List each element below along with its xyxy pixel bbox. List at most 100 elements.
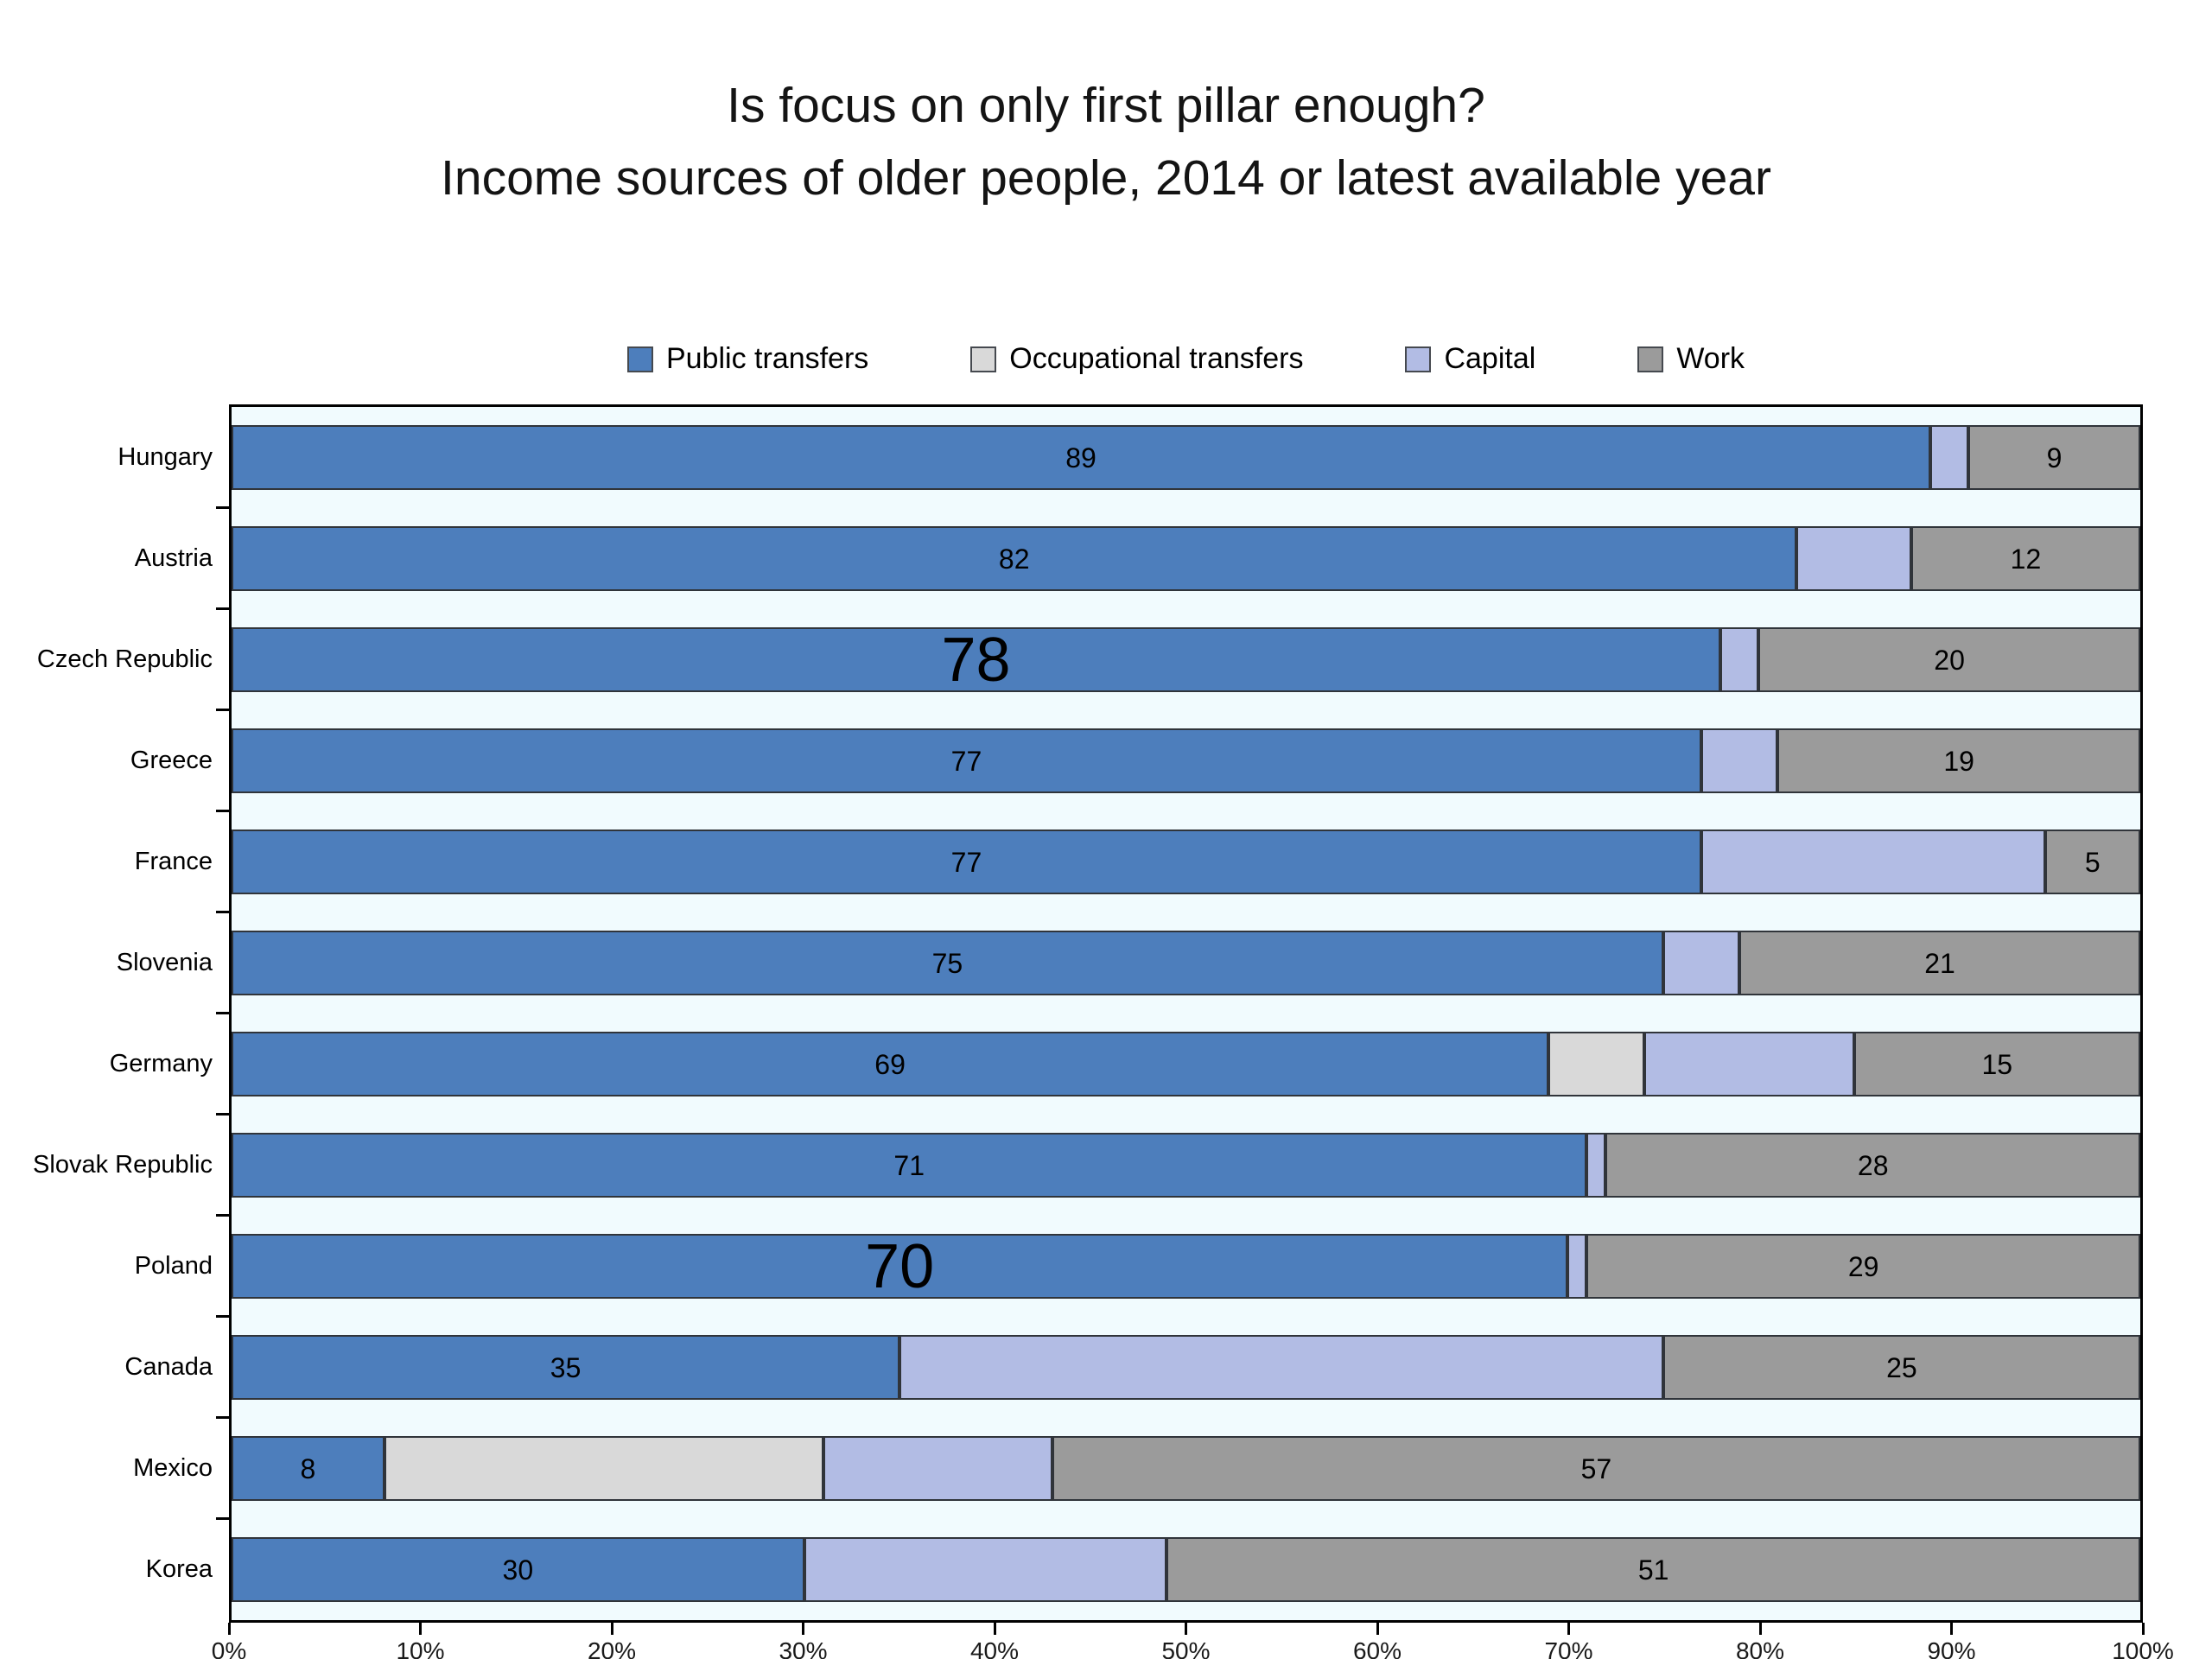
- category-tick: [216, 1517, 229, 1520]
- segment-public: 71: [232, 1133, 1587, 1198]
- category-tick: [216, 810, 229, 812]
- segment-public: 89: [232, 425, 1930, 490]
- category-label: Czech Republic: [36, 645, 213, 673]
- x-tick: [993, 1623, 996, 1635]
- segment-capital: [1700, 830, 2045, 894]
- chart-row: Czech Republic 78 20: [37, 609, 2140, 710]
- stacked-bar: 77 5: [232, 830, 2140, 894]
- chart-row: Korea 30 51: [146, 1519, 2140, 1620]
- segment-capital: [1720, 627, 1759, 692]
- value-label-public: 82: [998, 543, 1030, 575]
- plot-area: Hungary 89 9 Austria 82 12 Czech Republic 78 20 G…: [33, 404, 2143, 1623]
- segment-public: 77: [232, 728, 1701, 793]
- value-label-public: 35: [550, 1351, 582, 1383]
- legend-label-work: Work: [1676, 342, 1745, 375]
- x-tick-label: 40%: [969, 1637, 1020, 1659]
- value-label-work: 29: [1847, 1250, 1879, 1282]
- segment-public: 35: [232, 1335, 900, 1400]
- value-label-public: 70: [865, 1231, 935, 1301]
- chart-row: Slovenia 75 21: [117, 912, 2140, 1014]
- value-label-public: 78: [941, 625, 1011, 695]
- segment-capital: [1567, 1234, 1587, 1299]
- segment-work: 19: [1777, 728, 2140, 793]
- segment-occupational: [1548, 1032, 1644, 1096]
- segment-capital: [1700, 728, 1778, 793]
- segment-work: 5: [2044, 830, 2140, 894]
- category-label: Greece: [130, 747, 213, 774]
- category-label: Korea: [145, 1555, 213, 1583]
- legend-marker-occupational-icon: [970, 346, 997, 372]
- x-tick-label: 100%: [2112, 1637, 2174, 1659]
- category-label: Canada: [124, 1353, 213, 1381]
- x-tick: [2141, 1623, 2145, 1635]
- chart-row: Greece 77 19: [130, 710, 2140, 811]
- segment-work: 12: [1910, 526, 2140, 591]
- x-tick-label: 30%: [779, 1637, 828, 1659]
- x-tick: [1950, 1623, 1953, 1635]
- stacked-bar: 75 21: [232, 931, 2140, 995]
- x-tick-label: 20%: [587, 1637, 637, 1659]
- x-tick: [802, 1623, 804, 1635]
- segment-public: 77: [232, 830, 1701, 894]
- chart-row: Slovak Republic 71 28: [33, 1115, 2140, 1216]
- legend-marker-capital-icon: [1405, 346, 1432, 372]
- segment-public: 8: [232, 1436, 385, 1501]
- x-tick-label: 90%: [1927, 1637, 1976, 1659]
- chart-title: Is focus on only first pillar enough? In…: [0, 69, 2212, 215]
- value-label-public: 30: [502, 1554, 534, 1586]
- stacked-bar: 89 9: [232, 425, 2140, 490]
- chart-row: Austria 82 12: [135, 508, 2140, 609]
- legend: Public transfers Occupational transfers Ca…: [229, 342, 2143, 376]
- legend-item-capital: Capital: [1405, 342, 1535, 376]
- segment-work: 28: [1605, 1133, 2140, 1198]
- segment-work: 29: [1586, 1234, 2140, 1299]
- x-tick-label: 60%: [1352, 1637, 1402, 1659]
- value-label-work: 9: [2046, 442, 2063, 474]
- category-tick: [216, 911, 229, 913]
- legend-label-capital: Capital: [1444, 342, 1536, 375]
- segment-work: 57: [1052, 1436, 2140, 1501]
- value-label-public: 69: [874, 1048, 906, 1080]
- category-tick: [216, 1315, 229, 1318]
- value-label-public: 89: [1065, 442, 1096, 474]
- segment-capital: [1796, 526, 1911, 591]
- chart-row: Canada 35 25: [124, 1317, 2140, 1418]
- segment-capital: [823, 1436, 1052, 1501]
- segment-capital: [1643, 1032, 1854, 1096]
- category-tick: [216, 709, 229, 711]
- x-tick: [227, 1623, 231, 1635]
- x-tick: [1567, 1623, 1570, 1635]
- legend-item-work: Work: [1637, 342, 1745, 376]
- legend-marker-work-icon: [1637, 346, 1664, 372]
- category-tick: [216, 1214, 229, 1217]
- category-tick: [216, 1012, 229, 1014]
- stacked-bar: 82 12: [232, 526, 2140, 591]
- x-tick-label: 10%: [396, 1637, 445, 1659]
- value-label-public: 77: [950, 846, 982, 878]
- x-tick: [610, 1623, 613, 1635]
- x-tick-label: 50%: [1161, 1637, 1211, 1659]
- segment-public: 78: [232, 625, 1721, 695]
- value-label-public: 75: [931, 947, 963, 979]
- segment-work: 15: [1853, 1032, 2140, 1096]
- value-label-work: 57: [1580, 1452, 1612, 1484]
- segment-work: 21: [1739, 931, 2140, 995]
- x-axis: 0% 10% 20% 30% 40% 50% 60% 70% 80% 90% 100%: [212, 1623, 2174, 1659]
- category-label: Germany: [109, 1050, 213, 1077]
- stacked-bar: 77 19: [232, 728, 2140, 793]
- x-tick-label: 70%: [1544, 1637, 1593, 1659]
- category-tick: [216, 506, 229, 509]
- stacked-bar: 78 20: [232, 627, 2140, 692]
- category-label: Hungary: [118, 443, 213, 471]
- segment-capital: [804, 1537, 1167, 1602]
- title-line-2: Income sources of older people, 2014 or …: [441, 150, 1771, 207]
- value-label-public: 77: [950, 745, 982, 777]
- segment-work: 25: [1662, 1335, 2140, 1400]
- segment-work: 20: [1758, 627, 2140, 692]
- value-label-work: 51: [1637, 1554, 1669, 1586]
- stacked-bar: 71 28: [232, 1133, 2140, 1198]
- segment-occupational: [384, 1436, 823, 1501]
- segment-public: 69: [232, 1032, 1549, 1096]
- segment-public: 70: [232, 1231, 1568, 1301]
